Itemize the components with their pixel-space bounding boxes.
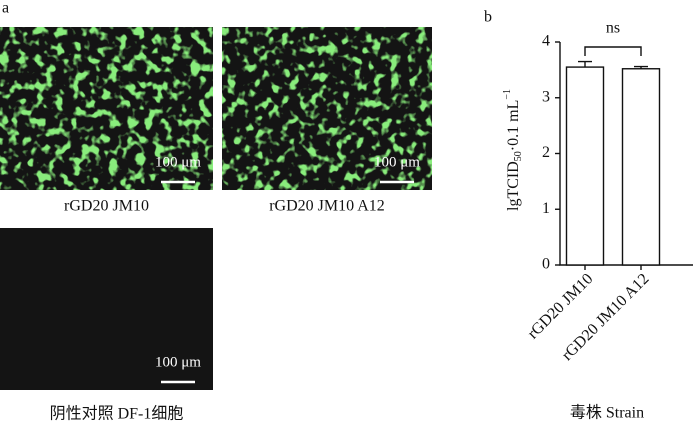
bar bbox=[565, 66, 605, 266]
fluorescence bbox=[0, 27, 213, 190]
image-label: rGD20 JM10 bbox=[64, 198, 149, 215]
y-tick-label: 3 bbox=[542, 88, 550, 105]
x-axis-label: 毒株 Strain bbox=[570, 404, 644, 422]
scale-bar-label: 100 μm bbox=[155, 154, 201, 170]
significance-label: ns bbox=[606, 20, 620, 37]
fluorescence bbox=[222, 27, 432, 190]
panel-label: a bbox=[2, 0, 9, 17]
error-bar bbox=[634, 65, 648, 69]
y-axis-label-part: lgTCID bbox=[505, 161, 522, 211]
scale-bar-label: 100 μm bbox=[155, 354, 201, 370]
y-axis-label-part: 50 bbox=[513, 151, 524, 161]
y-axis-label-part: −1 bbox=[502, 89, 513, 100]
y-tick-label: 0 bbox=[542, 256, 550, 273]
y-axis-label-part: ·0.1 mL bbox=[505, 100, 522, 152]
bar bbox=[621, 68, 661, 266]
image-label: rGD20 JM10 A12 bbox=[269, 198, 385, 215]
y-tick-label: 4 bbox=[542, 33, 550, 50]
y-tick-label: 2 bbox=[542, 144, 550, 161]
significance-bracket bbox=[584, 46, 642, 56]
panel-label: b bbox=[484, 9, 492, 26]
error-bar bbox=[578, 60, 592, 68]
y-tick-label: 1 bbox=[542, 200, 550, 217]
y-axis-label: lgTCID50·0.1 mL−1 bbox=[502, 89, 524, 211]
scale-bar-label: 100 μm bbox=[374, 154, 420, 170]
micrograph bbox=[0, 228, 213, 390]
image-label: 阴性对照 DF-1细胞 bbox=[50, 405, 184, 423]
